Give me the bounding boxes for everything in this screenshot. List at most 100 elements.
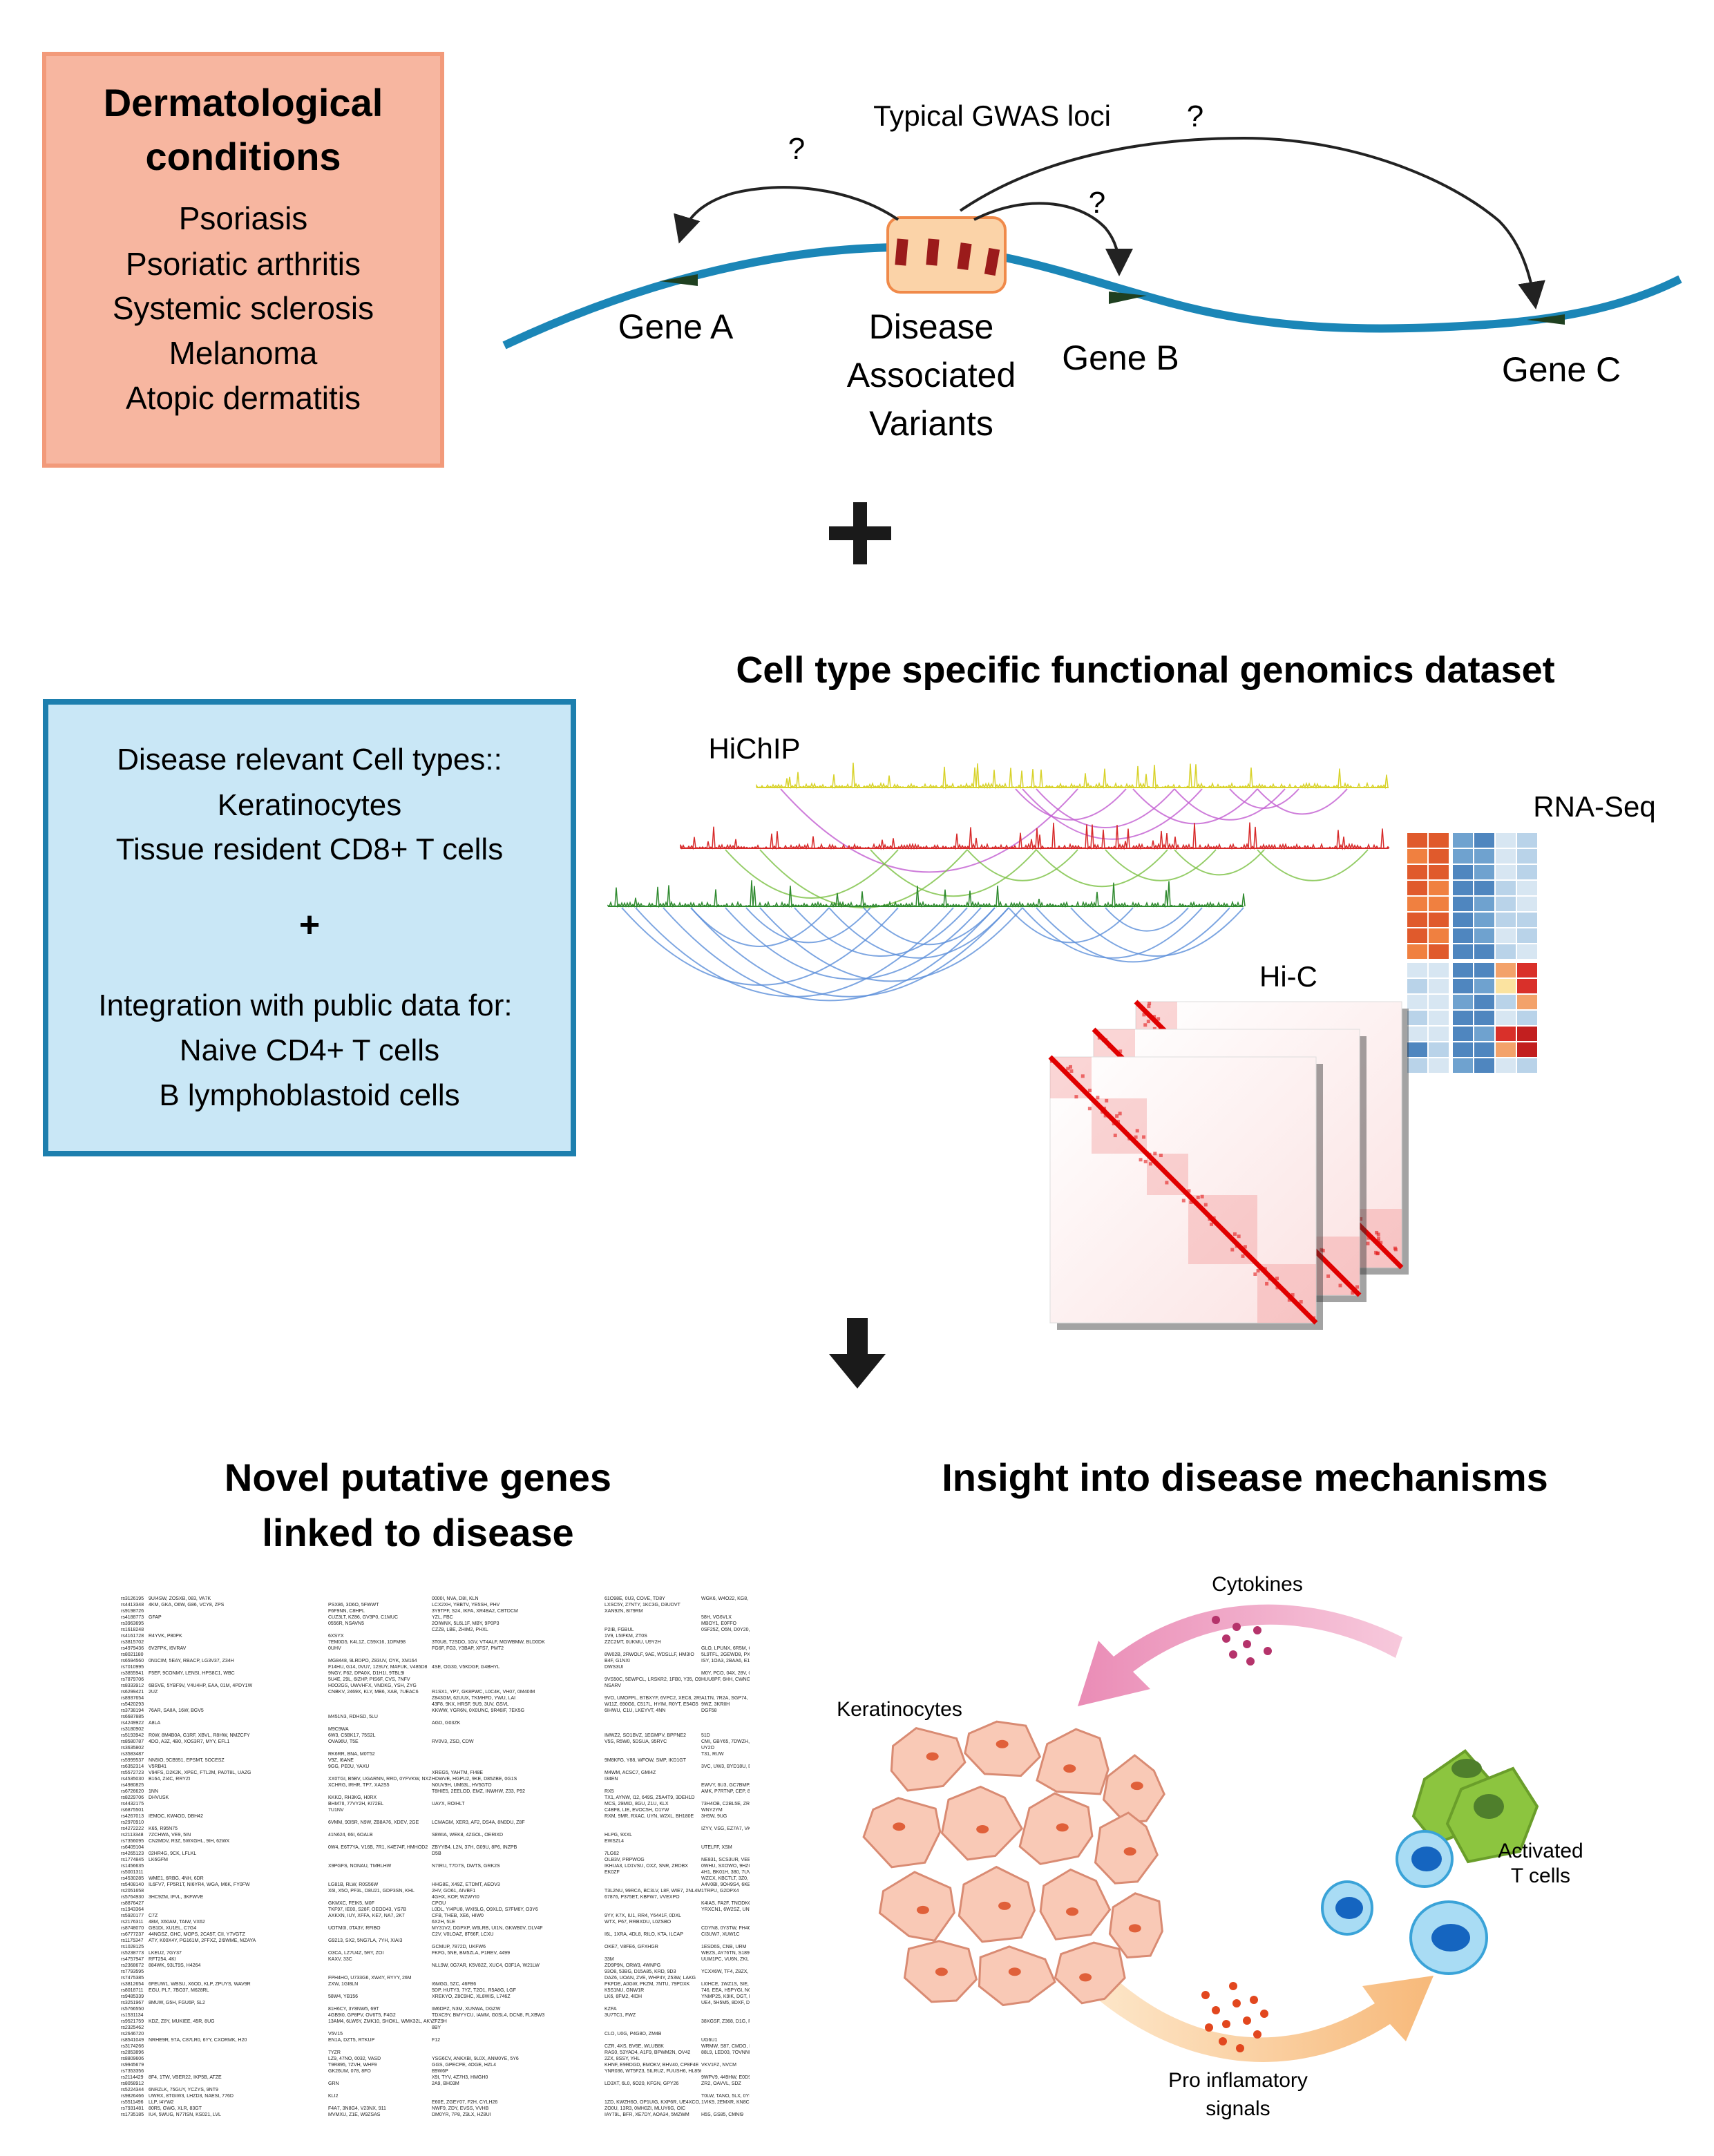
gene-table-cell: rs5238773 — [121, 1951, 144, 1956]
hichip-loop — [780, 788, 1078, 873]
signal-dot — [1201, 1991, 1210, 1999]
heatmap-cell — [1453, 944, 1473, 959]
hic-label: Hi-C — [1259, 960, 1317, 993]
heatmap-cell — [1407, 1011, 1427, 1025]
hic-contact — [1375, 1230, 1379, 1234]
gene-table-row: rs5408140 IL6FV7, FP5R1T, NI6YR4, WGA, M6… — [121, 1882, 750, 1888]
gene-table-row: rs5999537 NN5IO, 9CB951, EPSMT, 5OCESZ V9Z… — [121, 1757, 750, 1764]
gene-table-cell: 9VO, UMOFPL, B7BXYF, 6VPC2, XEC8, 2R9 — [604, 1696, 701, 1701]
gene-table-cell: X9PGFS, NONAU, TMRLHW — [328, 1864, 392, 1869]
cell-types-line3: Tissue resident CD8+ T cells — [116, 832, 503, 866]
gene-table-cell: HUU8PF, 6HH, CWNG, F98I4, BGT7SZ, CXZP — [701, 1677, 750, 1682]
keratinocyte-cell — [1039, 1868, 1112, 1940]
gene-table-cell: rs8333912 — [121, 1683, 144, 1688]
gene-table-cell: 3T0U8, T2SDO, 1GV, VT4ALF, MGWBMW, BLD0D… — [432, 1640, 545, 1645]
hic-matrices — [1048, 1000, 1409, 1330]
gene-table-cell: ZXW, 1GI8LN — [328, 1982, 359, 1987]
gene-table-cell: 9UI4SW, ZOSXB, 083, VA7K — [149, 1596, 211, 1601]
heatmap-cell — [1429, 995, 1449, 1009]
gene-table-row: rs7010995 F14HU, G14, 0VU7, 12SUY, MAFUK,… — [121, 1664, 750, 1670]
heatmap-cell — [1496, 913, 1516, 927]
hichip-loop — [1022, 907, 1203, 959]
novel-genes-title-2: linked to disease — [262, 1511, 573, 1554]
heatmap-cell — [1453, 881, 1473, 895]
gene-table-cell: YRXCN1, 6W2SZ, UNTSC6, HUZH5, SIRREC — [701, 1907, 750, 1912]
gene-table-cell: rs6594560 — [121, 1659, 144, 1663]
gene-table-cell: 6IHWU, C1U, LKEYVT, 4NN — [604, 1708, 666, 1713]
activated-t-cells — [1321, 1830, 1488, 1975]
gene-table-cell: 80R5, GWG, XLR, 83GT — [149, 2106, 202, 2111]
gene-table-cell: LCMAGM, XER3, AF2, DS4A, 8N0DU, Z8F — [432, 1820, 525, 1825]
keratinocyte-cell — [1094, 1811, 1159, 1885]
gene-table-row: rs5238773 LKEU2, 7GY37 O3CA, LZ7U4Z, 5RY, … — [121, 1950, 750, 1956]
gene-table-cell: YNMP25, K9IK, DGT, R23P — [701, 1994, 750, 1999]
heatmap-cell — [1407, 881, 1427, 895]
hichip-loop — [863, 907, 996, 946]
gene-c-marker — [1527, 314, 1565, 325]
gene-table-cell: GCMUP, 7872D, UKFW6 — [432, 1945, 486, 1949]
signal-dots — [1201, 1616, 1272, 2052]
hic-contact — [1376, 1251, 1380, 1255]
heatmap-cell — [1407, 995, 1427, 1009]
gene-table-row: rs7793595 93O8, 53BG, D15A85, KRD, 9D3 YCX… — [121, 1969, 750, 1975]
gene-table-cell: WNY2YM — [701, 1808, 723, 1813]
gene-table-row: rs8937654 Z843GM, 62UUX, TKMHFD, YWU, LAI… — [121, 1695, 750, 1701]
gene-table-cell: EK0ZF — [604, 1870, 620, 1875]
gene-table-cell: KZFA — [604, 2007, 617, 2012]
gene-table-cell: RAS0, 53YAD4, A1F9, BPWM2N, OV42 — [604, 2050, 691, 2055]
activated-label-2: T cells — [1511, 1864, 1570, 1887]
hic-contact — [1134, 1135, 1138, 1139]
heatmap-cell — [1429, 1058, 1449, 1073]
heatmap-cell — [1407, 833, 1427, 848]
gene-table-cell: 1VIK9, 2EMXR, KN8CI — [701, 2100, 750, 2105]
gene-table-cell: M0Y, PCO, 04X, 28V, 0U4IS — [701, 1671, 750, 1676]
hic-contact — [1187, 1189, 1191, 1193]
gene-table-row: rs3635802 UY2O — [121, 1745, 750, 1751]
hic-diagonal — [1048, 1055, 1318, 1325]
gene-table-cell: KHNF, E9RDGD, EMOKV, BHV40, CP8F4E — [604, 2063, 699, 2068]
gene-table-cell: AXKXN, IUY, XFFA, KE7, NA7, 2K7 — [328, 1914, 405, 1918]
gene-table-cell: LLP, I4YW2 — [149, 2100, 174, 2105]
hichip-loop — [725, 849, 899, 899]
gene-table-cell: WME1, 6RBG, 4NH, 6DR — [149, 1876, 204, 1881]
gene-table-cell: 8F4, 1TW, VBER22, IKP5B, ATZE — [149, 2075, 222, 2080]
heatmap-cell — [1496, 979, 1516, 993]
heatmap-cell — [1496, 1042, 1516, 1057]
gene-table-cell: V94FS, D2K2K, XPEC, FTL2M, PA0T8L, UAZG — [149, 1771, 251, 1775]
hic-contact — [1275, 1277, 1279, 1281]
gene-table-cell: GK26UM, 078, 8FO — [328, 2069, 371, 2074]
keratinocyte-nucleus — [1123, 1847, 1136, 1856]
heatmap-cell — [1474, 1058, 1494, 1073]
gene-table-cell: M9C9WA — [328, 1727, 349, 1732]
heatmap-cell — [1429, 928, 1449, 943]
gene-table-cell: ZO0U, 13R3, 0MH0ZI, MLUY6G, OIC — [604, 2106, 686, 2111]
gene-table-cell: UAYX, ROIHLT — [432, 1802, 465, 1806]
gene-table-cell: BHM7II, 77VY2H, KI72EL — [328, 1802, 384, 1806]
conditions-title-1: Dermatological — [104, 81, 383, 124]
gene-table-cell: A4V0BI, 9OH9S4, 6KBB7, NHTKUM, N2T, HYB — [701, 1882, 750, 1887]
gene-table-cell: rs5001311 — [121, 1870, 144, 1875]
gene-table-cell: LKEU2, 7GY37 — [149, 1951, 182, 1956]
gene-table-cell: ZBYYB4, L2N, 37H, G09U, 8P6, INZPB — [432, 1845, 517, 1850]
gene-table-cell: 5U4E, 29L, 6IZHP, PIS6F, CVS, 7NFV — [328, 1677, 410, 1682]
gene-table-cell: H0O2GS, UWVHFX, VNDKG, YSH, ZYG — [328, 1683, 417, 1688]
gene-table-cell: DAZ6, UOAN, ZVE, WHP4Y, Z53W, LAKG — [604, 1976, 696, 1981]
arrow-to-gene-b — [973, 202, 1133, 276]
pro-label-2: signals — [1206, 2097, 1270, 2120]
gene-table-cell: DHVUSK — [149, 1795, 169, 1800]
condition-item: Psoriatic arthritis — [126, 246, 361, 282]
hichip-loop — [1022, 788, 1203, 840]
hic-contact — [1210, 1222, 1214, 1226]
gene-table-cell: C7Z — [149, 1914, 158, 1918]
gene-table-row: rs2051658 X6I, X5O, PF3L, D8U21, GDP3SN, … — [121, 1888, 750, 1894]
gene-table-cell: YSG6CV, ANKXBI, 9L0X, ANM0YE, 5Y6 — [432, 2057, 519, 2061]
hichip-loop — [1229, 788, 1299, 809]
gene-table-cell: 9YY, K7X, IU1, RR4, Y6441F, 0DXL — [604, 1914, 682, 1918]
gene-table-cell: T9R895, 7ZVH, WHF9 — [328, 2063, 377, 2068]
gene-table-cell: V5RB41 — [149, 1764, 167, 1769]
gene-table-cell: 1TRPU, G2DPX4 — [701, 1889, 739, 1893]
heatmap-cell — [1474, 913, 1494, 927]
gene-table-cell: NSARV — [604, 1683, 621, 1688]
gene-table-cell: rs6299421 — [121, 1690, 144, 1695]
heatmap-cell — [1517, 881, 1537, 895]
